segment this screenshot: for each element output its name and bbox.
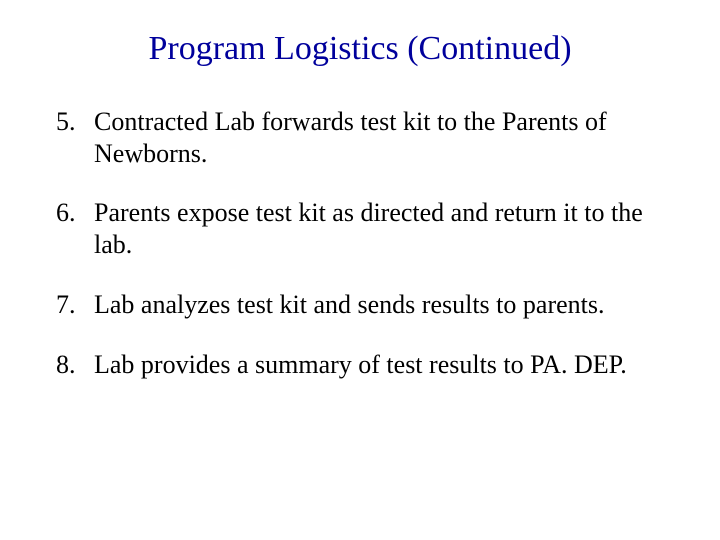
list-item-text: Contracted Lab forwards test kit to the …	[94, 106, 670, 169]
list-item-number: 6.	[50, 197, 94, 260]
list-item-number: 8.	[50, 349, 94, 381]
numbered-list: 5. Contracted Lab forwards test kit to t…	[50, 106, 670, 380]
list-item-text: Parents expose test kit as directed and …	[94, 197, 670, 260]
list-item: 5. Contracted Lab forwards test kit to t…	[50, 106, 670, 169]
list-item-text: Lab provides a summary of test results t…	[94, 349, 670, 381]
list-item-number: 7.	[50, 289, 94, 321]
list-item: 6. Parents expose test kit as directed a…	[50, 197, 670, 260]
list-item-text: Lab analyzes test kit and sends results …	[94, 289, 670, 321]
slide-title: Program Logistics (Continued)	[80, 30, 640, 68]
list-item-number: 5.	[50, 106, 94, 169]
list-item: 7. Lab analyzes test kit and sends resul…	[50, 289, 670, 321]
slide: Program Logistics (Continued) 5. Contrac…	[0, 0, 720, 540]
list-item: 8. Lab provides a summary of test result…	[50, 349, 670, 381]
